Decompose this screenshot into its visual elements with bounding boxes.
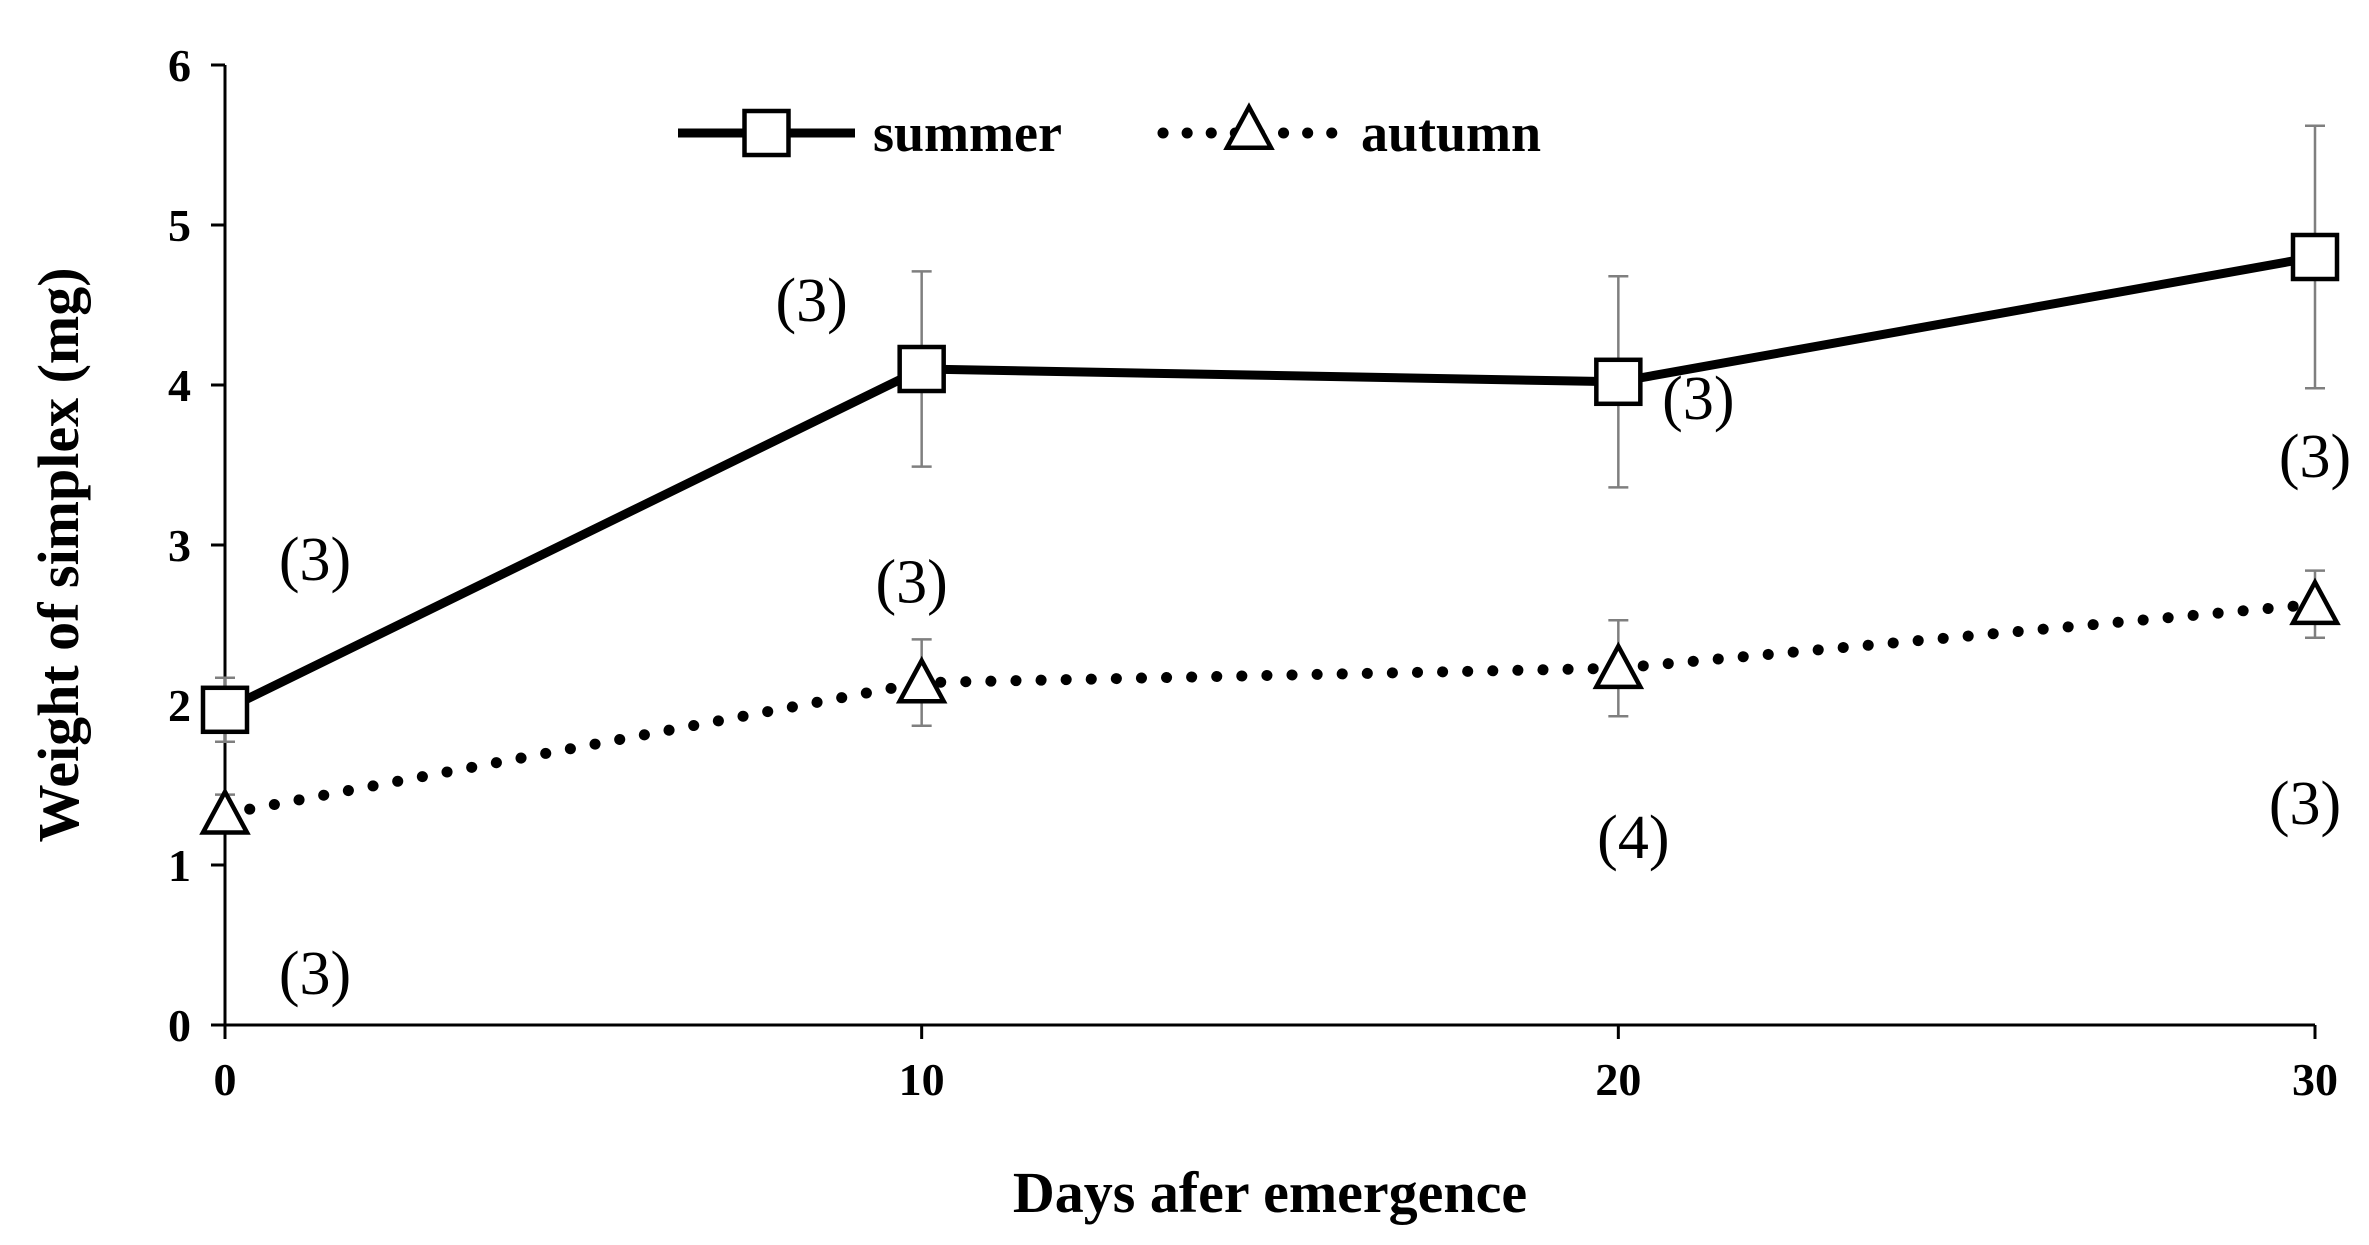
autumn-point	[199, 787, 251, 835]
y-tick-label: 4	[168, 360, 191, 411]
legend-summer-label: summer	[873, 103, 1062, 163]
autumn-n-label: (3)	[2269, 770, 2341, 838]
summer-n-label: (3)	[776, 267, 848, 335]
autumn-n-label: (4)	[1597, 804, 1669, 872]
x-tick-label: 0	[214, 1054, 237, 1105]
series-lines	[219, 252, 2321, 820]
autumn-point	[1592, 641, 1645, 690]
autumn-n-label: (3)	[279, 940, 351, 1008]
legend-summer-marker	[742, 108, 791, 158]
y-tick-label: 3	[168, 520, 191, 571]
summer-n-label: (3)	[279, 526, 351, 594]
x-axis-title: Days afer emergence	[1013, 1160, 1527, 1225]
summer-n-label: (3)	[1662, 365, 1734, 433]
autumn-line	[219, 598, 2321, 820]
legend: summer autumn	[678, 102, 1541, 163]
series-markers	[199, 232, 2341, 835]
y-tick-label: 2	[168, 680, 191, 731]
summer-point	[200, 685, 250, 735]
axes: 0 1 2 3 4 5 6 0 10 20 30	[168, 40, 2338, 1105]
error-bars	[215, 124, 2325, 835]
summer-n-label: (3)	[2279, 423, 2351, 491]
autumn-point	[895, 655, 948, 704]
summer-point	[1594, 357, 1643, 407]
sample-size-labels: (3) (3) (3) (3) (3) (3) (4) (3)	[279, 267, 2351, 1008]
y-tick-label: 0	[168, 1000, 191, 1051]
summer-point	[2290, 232, 2340, 282]
legend-autumn-label: autumn	[1361, 103, 1541, 163]
y-tick-label: 5	[168, 200, 191, 251]
y-axis-title: Weight of simplex (mg)	[26, 267, 91, 842]
y-tick-label: 1	[168, 840, 191, 891]
x-tick-label: 30	[2292, 1054, 2338, 1105]
x-tick-label: 10	[899, 1054, 945, 1105]
autumn-point	[2289, 577, 2341, 626]
legend-autumn-marker	[1223, 102, 1275, 150]
y-tick-label: 6	[168, 40, 191, 91]
x-tick-label: 20	[1595, 1054, 1641, 1105]
summer-line	[223, 252, 2316, 714]
summer-point	[897, 344, 946, 394]
autumn-n-label: (3)	[876, 549, 948, 617]
